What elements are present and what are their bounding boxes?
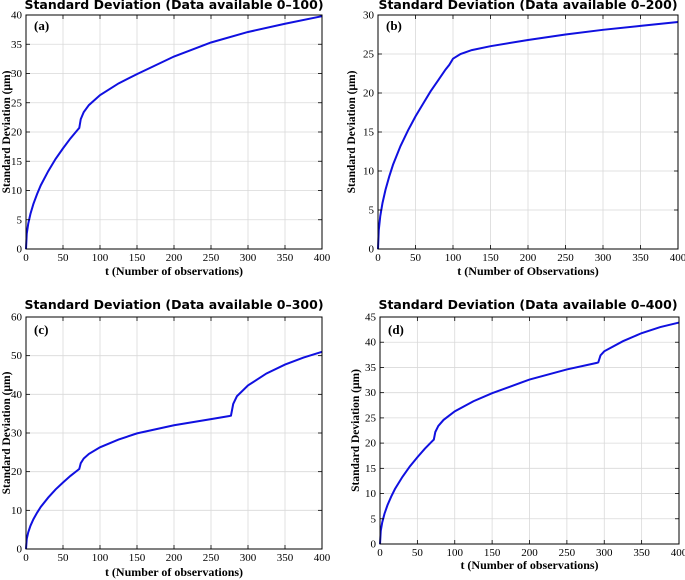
y-axis-label: Standard Deviation (μm) (1, 70, 13, 193)
y-tick-label: 5 (17, 214, 23, 226)
chart-panel-c: 0 50 100 150 200 250 300 350 4000102030405060Sta… (1, 297, 331, 579)
x-tick-label: 250 (203, 252, 220, 264)
chart-panel-b: 0 50 100 150 200 250 300 350 400051015202530Stan… (346, 0, 685, 278)
x-tick-label: 0 (377, 547, 383, 559)
y-tick-label: 5 (371, 513, 377, 525)
x-tick-label: 400 (671, 547, 685, 559)
y-tick-label: 30 (11, 68, 23, 80)
x-tick-label: 250 (203, 552, 220, 564)
x-tick-label: 350 (277, 252, 294, 264)
panel-label: (c) (34, 322, 48, 337)
x-tick-label: 0 (23, 252, 29, 264)
x-tick-label: 50 (410, 252, 422, 264)
y-tick-label: 15 (363, 127, 375, 139)
x-tick-label: 50 (412, 547, 424, 559)
x-tick-label: 0 (23, 552, 29, 564)
x-tick-label: 250 (557, 252, 574, 264)
y-tick-label: 0 (17, 244, 23, 256)
x-tick-label: 350 (633, 547, 650, 559)
y-tick-label: 50 (11, 350, 23, 362)
x-tick-label: 400 (314, 252, 331, 264)
y-tick-label: 25 (363, 49, 375, 61)
panel-label: (d) (388, 322, 404, 337)
x-tick-label: 300 (595, 252, 612, 264)
y-tick-label: 5 (369, 205, 375, 217)
y-tick-label: 30 (363, 10, 375, 22)
x-tick-label: 400 (670, 252, 685, 264)
y-tick-label: 10 (363, 166, 375, 178)
x-tick-label: 50 (58, 552, 70, 564)
x-tick-label: 200 (521, 547, 538, 559)
std-dev-line (25, 15, 323, 250)
x-tick-label: 150 (482, 252, 499, 264)
y-tick-label: 15 (365, 463, 377, 475)
y-tick-label: 20 (365, 438, 377, 450)
y-tick-label: 0 (371, 539, 377, 551)
chart-title: Standard Deviation (Data available 0–400… (378, 297, 677, 312)
y-tick-label: 35 (365, 362, 377, 374)
y-tick-label: 40 (11, 389, 23, 401)
x-tick-label: 350 (277, 552, 294, 564)
x-tick-label: 400 (314, 552, 331, 564)
x-tick-label: 300 (240, 252, 257, 264)
y-axis-label: Standard Deviation (μm) (350, 369, 362, 492)
x-tick-label: 200 (166, 552, 183, 564)
x-axis-label: t (Number of observations) (105, 565, 243, 579)
std-dev-line (25, 350, 323, 550)
x-tick-label: 200 (520, 252, 537, 264)
y-tick-label: 40 (365, 337, 377, 349)
y-tick-label: 0 (369, 244, 375, 256)
y-tick-label: 25 (11, 97, 23, 109)
y-tick-label: 20 (11, 127, 23, 139)
y-tick-label: 30 (365, 387, 377, 399)
x-tick-label: 250 (559, 547, 576, 559)
chart-title: Standard Deviation (Data available 0–200… (378, 0, 677, 12)
y-tick-label: 45 (365, 312, 377, 324)
y-tick-label: 10 (365, 488, 377, 500)
x-tick-label: 200 (166, 252, 183, 264)
y-axis-label: Standard Deviation (μm) (346, 70, 358, 193)
x-tick-label: 150 (484, 547, 501, 559)
panel-label: (a) (34, 18, 49, 33)
x-tick-label: 300 (240, 552, 257, 564)
x-axis-label: t (Number of observations) (105, 264, 243, 278)
x-tick-label: 0 (375, 252, 381, 264)
x-tick-label: 100 (447, 547, 464, 559)
y-axis-label: Standard Deviation (μm) (1, 371, 13, 494)
y-tick-label: 20 (363, 88, 375, 100)
std-dev-line (379, 321, 680, 545)
chart-panel-a: 0 50 100 150 200 250 300 350 400 0 5 10 15 20 25 30 35 40… (1, 0, 331, 278)
y-tick-label: 15 (11, 156, 23, 168)
x-tick-label: 150 (129, 552, 146, 564)
x-tick-label: 100 (92, 552, 109, 564)
y-tick-label: 35 (11, 39, 23, 51)
y-tick-label: 10 (11, 505, 23, 517)
y-tick-label: 60 (11, 312, 23, 324)
x-axis-label: t (Number of Observations) (457, 264, 598, 278)
y-tick-label: 10 (11, 185, 23, 197)
x-tick-label: 150 (129, 252, 146, 264)
y-tick-label: 30 (11, 428, 23, 440)
chart-title: Standard Deviation (Data available 0–300… (24, 297, 323, 312)
y-tick-label: 0 (17, 544, 23, 556)
y-tick-label: 40 (11, 10, 23, 22)
panel-label: (b) (386, 18, 402, 33)
x-tick-label: 300 (596, 547, 613, 559)
chart-title: Standard Deviation (Data available 0–100… (24, 0, 323, 12)
x-axis-label: t (Number of observations) (460, 558, 598, 572)
y-tick-label: 25 (365, 412, 377, 424)
x-tick-label: 100 (445, 252, 462, 264)
x-tick-label: 350 (632, 252, 649, 264)
std-dev-line (377, 21, 679, 250)
chart-panel-d: 0 50 100 150 200 250 300 350 400 0 5 10 15 20 25 30 35 40… (350, 297, 685, 572)
x-tick-label: 50 (58, 252, 70, 264)
x-tick-label: 100 (92, 252, 109, 264)
y-tick-label: 20 (11, 466, 23, 478)
